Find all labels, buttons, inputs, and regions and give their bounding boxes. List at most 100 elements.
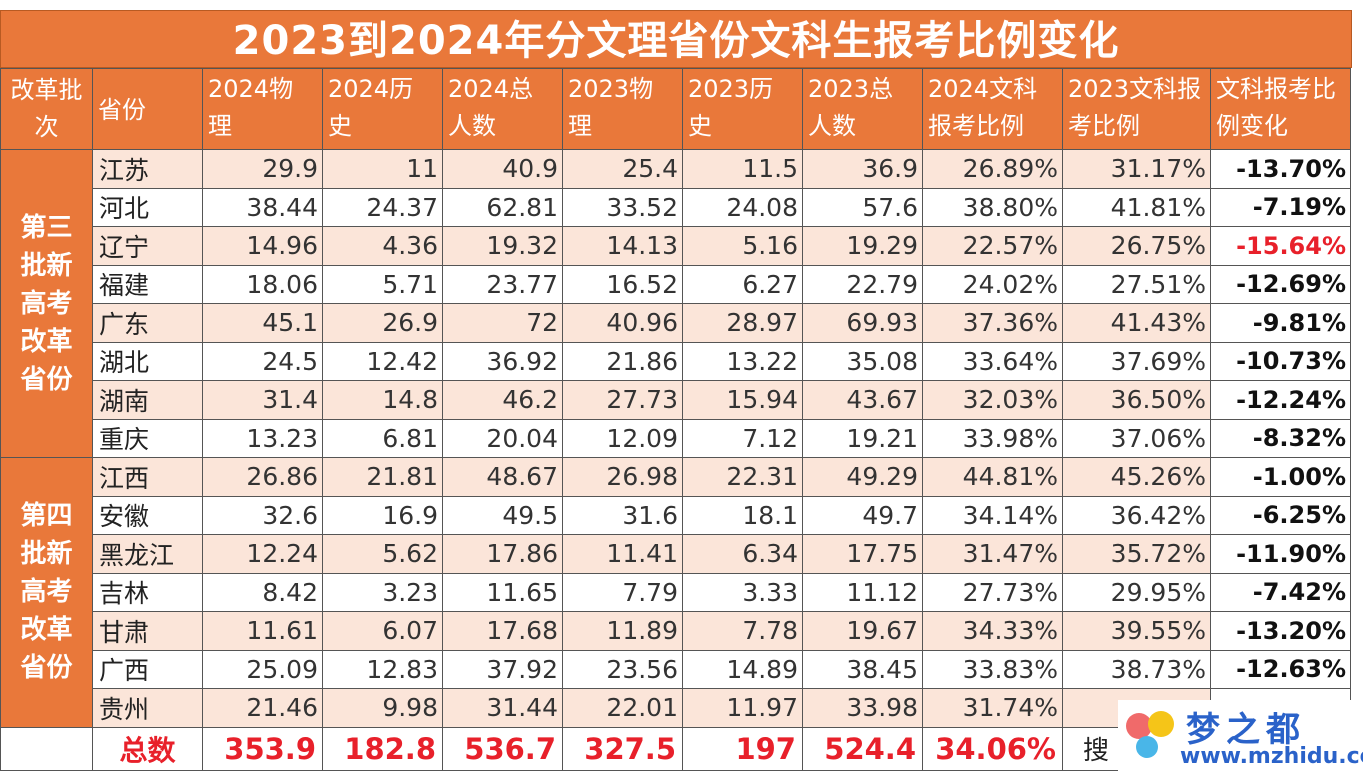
table-row: 重庆 13.23 6.81 20.04 12.09 7.12 19.21 33.98% 37.0… <box>1 418 1351 458</box>
value-cell: 15.94 <box>682 380 803 420</box>
value-cell: 11.12 <box>802 572 923 612</box>
province-cell: 江苏 <box>92 149 203 189</box>
value-cell: 12.83 <box>322 649 443 689</box>
table-row: 福建 18.06 5.71 23.77 16.52 6.27 22.79 24.02% 27.5… <box>1 264 1351 304</box>
value-cell: 17.86 <box>442 534 563 574</box>
table-row: 湖北 24.5 12.42 36.92 21.86 13.22 35.08 33.64% 37.… <box>1 341 1351 381</box>
value-cell: 36.9 <box>802 149 923 189</box>
value-cell: 24.08 <box>682 187 803 227</box>
group-label: 第四批新高考改革省份 <box>0 457 93 728</box>
total-group-cell <box>0 726 93 771</box>
value-cell: 34.33% <box>922 611 1063 651</box>
value-cell: 49.7 <box>802 495 923 535</box>
value-cell: 37.92 <box>442 649 563 689</box>
value-cell: 11 <box>322 149 443 189</box>
value-cell: 40.96 <box>562 303 683 343</box>
province-cell: 黑龙江 <box>92 534 203 574</box>
value-cell: 8.42 <box>202 572 323 612</box>
value-cell: 36.42% <box>1062 495 1211 535</box>
value-cell: 31.74% <box>922 688 1063 728</box>
change-cell: -13.20% <box>1210 611 1351 651</box>
value-cell: 23.77 <box>442 264 563 304</box>
total-value-cell: 34.06% <box>922 726 1063 771</box>
value-cell: 41.81% <box>1062 187 1211 227</box>
value-cell: 14.96 <box>202 226 323 266</box>
change-cell: -12.63% <box>1210 649 1351 689</box>
table-row: 河北 38.44 24.37 62.81 33.52 24.08 57.6 38.80% 41.… <box>1 187 1351 227</box>
data-table: 改革批次 省份 2024物理 2024历史 2024总人数 2023物理 202… <box>0 68 1351 771</box>
value-cell: 11.61 <box>202 611 323 651</box>
table-row: 湖南 31.4 14.8 46.2 27.73 15.94 43.67 32.03% 36.50… <box>1 380 1351 420</box>
value-cell: 31.47% <box>922 534 1063 574</box>
header-row: 改革批次 省份 2024物理 2024历史 2024总人数 2023物理 202… <box>0 68 1351 150</box>
value-cell: 45.1 <box>202 303 323 343</box>
change-cell: -7.42% <box>1210 572 1351 612</box>
change-cell: -12.69% <box>1210 264 1351 304</box>
value-cell: 31.6 <box>562 495 683 535</box>
value-cell: 49.29 <box>802 457 923 497</box>
value-cell: 29.9 <box>202 149 323 189</box>
value-cell: 44.81% <box>922 457 1063 497</box>
value-cell: 40.9 <box>442 149 563 189</box>
value-cell: 23.56 <box>562 649 683 689</box>
value-cell: 57.6 <box>802 187 923 227</box>
value-cell: 22.01 <box>562 688 683 728</box>
table-row: 安徽 32.6 16.9 49.5 31.6 18.1 49.7 34.14% 36.42% -6… <box>1 495 1351 535</box>
value-cell: 14.13 <box>562 226 683 266</box>
value-cell: 33.52 <box>562 187 683 227</box>
table-row: 甘肃 11.61 6.07 17.68 11.89 7.78 19.67 34.33% 39.5… <box>1 611 1351 651</box>
value-cell: 22.57% <box>922 226 1063 266</box>
province-cell: 广东 <box>92 303 203 343</box>
change-cell: -15.64% <box>1210 226 1351 266</box>
province-cell: 吉林 <box>92 572 203 612</box>
province-cell: 安徽 <box>92 495 203 535</box>
total-value-cell: 182.8 <box>322 726 443 771</box>
table-row: 第四批新高考改革省份 江西 26.86 21.81 48.67 26.98 22.31 49.… <box>0 457 1351 728</box>
table-row: 吉林 8.42 3.23 11.65 7.79 3.33 11.12 27.73% 29.95%… <box>1 572 1351 612</box>
value-cell: 32.6 <box>202 495 323 535</box>
value-cell: 11.41 <box>562 534 683 574</box>
value-cell: 5.62 <box>322 534 443 574</box>
col-header: 文科报考比例变化 <box>1210 68 1351 150</box>
value-cell: 49.5 <box>442 495 563 535</box>
value-cell: 37.69% <box>1062 341 1211 381</box>
change-cell: -9.81% <box>1210 303 1351 343</box>
value-cell: 27.51% <box>1062 264 1211 304</box>
value-cell: 43.67 <box>802 380 923 420</box>
value-cell: 7.79 <box>562 572 683 612</box>
value-cell: 24.02% <box>922 264 1063 304</box>
value-cell: 31.17% <box>1062 149 1211 189</box>
col-header: 2023文科报考比例 <box>1062 68 1211 150</box>
value-cell: 19.67 <box>802 611 923 651</box>
value-cell: 3.33 <box>682 572 803 612</box>
value-cell: 28.97 <box>682 303 803 343</box>
value-cell: 25.09 <box>202 649 323 689</box>
col-header: 省份 <box>92 68 203 150</box>
value-cell: 27.73 <box>562 380 683 420</box>
value-cell: 41.43% <box>1062 303 1211 343</box>
change-cell: -7.19% <box>1210 187 1351 227</box>
value-cell: 38.80% <box>922 187 1063 227</box>
value-cell: 17.68 <box>442 611 563 651</box>
value-cell: 22.79 <box>802 264 923 304</box>
value-cell: 26.75% <box>1062 226 1211 266</box>
value-cell: 25.4 <box>562 149 683 189</box>
value-cell: 33.98% <box>922 418 1063 458</box>
value-cell: 19.21 <box>802 418 923 458</box>
total-value-cell: 536.7 <box>442 726 563 771</box>
value-cell: 39.55% <box>1062 611 1211 651</box>
province-cell: 湖南 <box>92 380 203 420</box>
table-row: 黑龙江 12.24 5.62 17.86 11.41 6.34 17.75 31.47% 35.… <box>1 534 1351 574</box>
value-cell: 21.46 <box>202 688 323 728</box>
value-cell: 31.4 <box>202 380 323 420</box>
col-header: 2023历史 <box>682 68 803 150</box>
value-cell: 29.95% <box>1062 572 1211 612</box>
province-cell: 湖北 <box>92 341 203 381</box>
value-cell: 38.73% <box>1062 649 1211 689</box>
value-cell: 11.5 <box>682 149 803 189</box>
value-cell: 26.86 <box>202 457 323 497</box>
value-cell: 4.36 <box>322 226 443 266</box>
province-cell: 江西 <box>92 457 203 497</box>
change-cell: -10.73% <box>1210 341 1351 381</box>
value-cell: 46.2 <box>442 380 563 420</box>
